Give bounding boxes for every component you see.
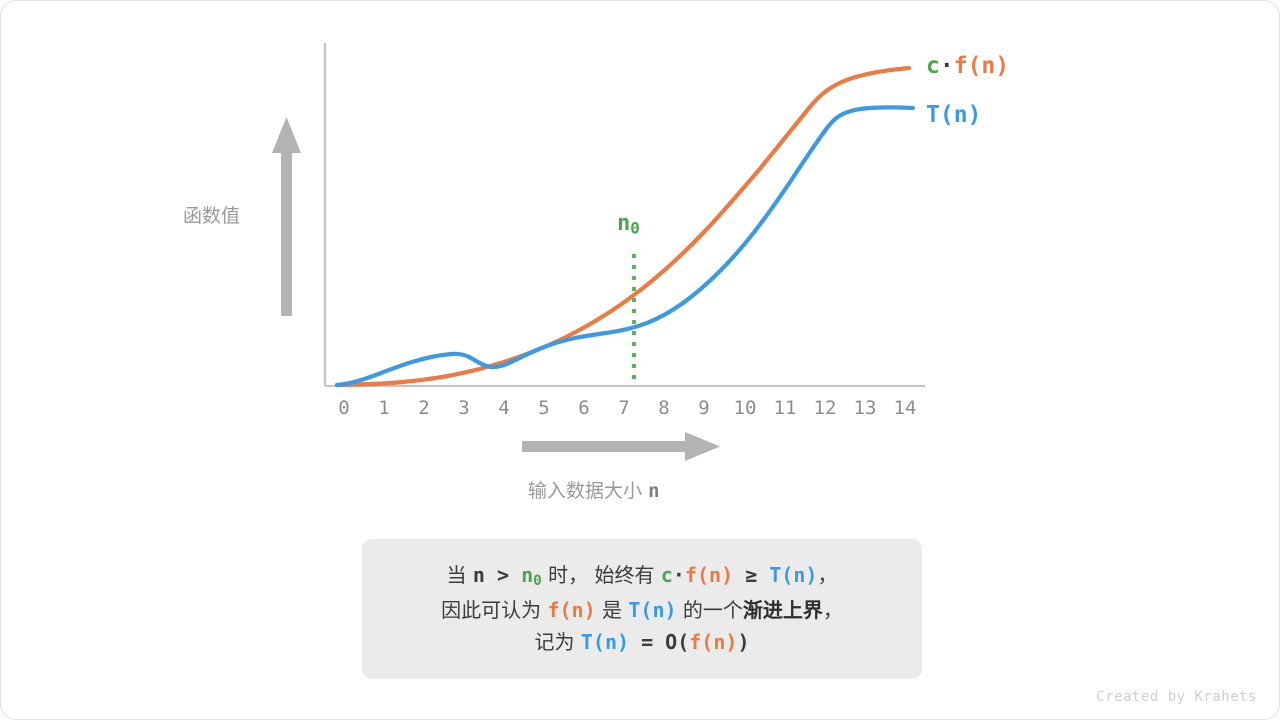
- caption-l1-n0-base: n: [521, 563, 534, 588]
- x-tick-label-11: 11: [773, 397, 797, 419]
- caption-l3-tn: T(n): [580, 629, 630, 654]
- x-tick-label-3: 3: [458, 397, 470, 419]
- caption-l1-p4: ，: [817, 563, 838, 588]
- curve-label-constant: c: [926, 53, 940, 79]
- x-axis-title-text: 输入数据大小: [528, 480, 643, 502]
- x-tick-label-7: 7: [618, 397, 630, 419]
- credit-text: Created by Krahets: [1096, 689, 1257, 705]
- x-tick-label-4: 4: [498, 397, 510, 419]
- n0-base: n: [617, 211, 631, 236]
- x-tick-label-14: 14: [893, 397, 917, 419]
- caption-l3-p1: 记为: [534, 629, 581, 654]
- x-tick-label-10: 10: [733, 397, 757, 419]
- x-tick-label-5: 5: [538, 397, 550, 419]
- x-tick-label-12: 12: [813, 397, 837, 419]
- curve-label-t-n: T(n): [926, 102, 981, 128]
- x-tick-label-8: 8: [658, 397, 670, 419]
- caption-l2-fn: f(n): [547, 597, 596, 622]
- curve-label-fn: f(n): [953, 53, 1010, 79]
- caption-l2-p3: 的一个: [676, 597, 743, 622]
- caption-l3-bigo-open: O(: [665, 629, 690, 654]
- x-axis-title-variable: n: [648, 480, 660, 502]
- curve-label-c-fn: c·f(n): [926, 53, 1009, 79]
- caption-l1-ge: ≥: [733, 563, 770, 588]
- caption-l1-tn: T(n): [769, 563, 818, 588]
- curve-c-fn: [334, 65, 912, 388]
- caption-l1-p1: 当: [446, 563, 473, 588]
- curve-label-dot-operator: ·: [939, 53, 954, 79]
- x-axis-title: 输入数据大小 n: [528, 476, 660, 503]
- caption-line-3: 记为 T(n) = O(f(n)): [535, 630, 750, 655]
- caption-l2-p4: ，: [822, 597, 843, 622]
- x-tick-label-1: 1: [378, 397, 390, 419]
- x-tick-label-2: 2: [418, 397, 430, 419]
- caption-box: 当 n > n0 时， 始终有 c·f(n) ≥ T(n)， 因此可认为 f(n…: [362, 539, 922, 679]
- caption-l2-p2: 是: [595, 597, 629, 622]
- caption-l1-n: n: [472, 563, 485, 588]
- n0-annotation-label: n0: [617, 211, 640, 237]
- caption-l2-tn: T(n): [628, 597, 677, 622]
- caption-l1-n0: n0: [521, 563, 542, 590]
- x-tick-label-9: 9: [698, 397, 710, 419]
- y-axis-arrow: [272, 117, 301, 316]
- caption-l3-fn: f(n): [689, 629, 738, 654]
- n0-subscript: 0: [630, 218, 640, 238]
- caption-l1-gt: >: [484, 563, 522, 588]
- x-tick-label-13: 13: [853, 397, 877, 419]
- caption-l1-c: c: [660, 563, 673, 588]
- x-tick-label-0: 0: [338, 397, 350, 419]
- caption-line-2: 因此可认为 f(n) 是 T(n) 的一个渐进上界，: [441, 598, 843, 623]
- curve-t-n: [334, 105, 916, 388]
- caption-l3-eq: =: [629, 629, 666, 654]
- curve-label-tn: T(n): [926, 102, 982, 128]
- caption-line-1: 当 n > n0 时， 始终有 c·f(n) ≥ T(n)，: [447, 563, 838, 590]
- y-axis-title: 函数值: [183, 205, 241, 227]
- caption-l3-bigo-close: ): [737, 629, 750, 654]
- caption-l1-fn: f(n): [684, 563, 734, 588]
- caption-l1-dot: ·: [672, 563, 685, 588]
- x-tick-label-6: 6: [578, 397, 590, 419]
- x-axis-arrow: [522, 432, 720, 461]
- caption-l2-emphasis: 渐进上界: [742, 597, 823, 622]
- caption-l1-n0-sub: 0: [533, 573, 542, 590]
- caption-l1-p3: 时， 始终有: [541, 563, 661, 588]
- caption-l2-p1: 因此可认为: [441, 597, 548, 622]
